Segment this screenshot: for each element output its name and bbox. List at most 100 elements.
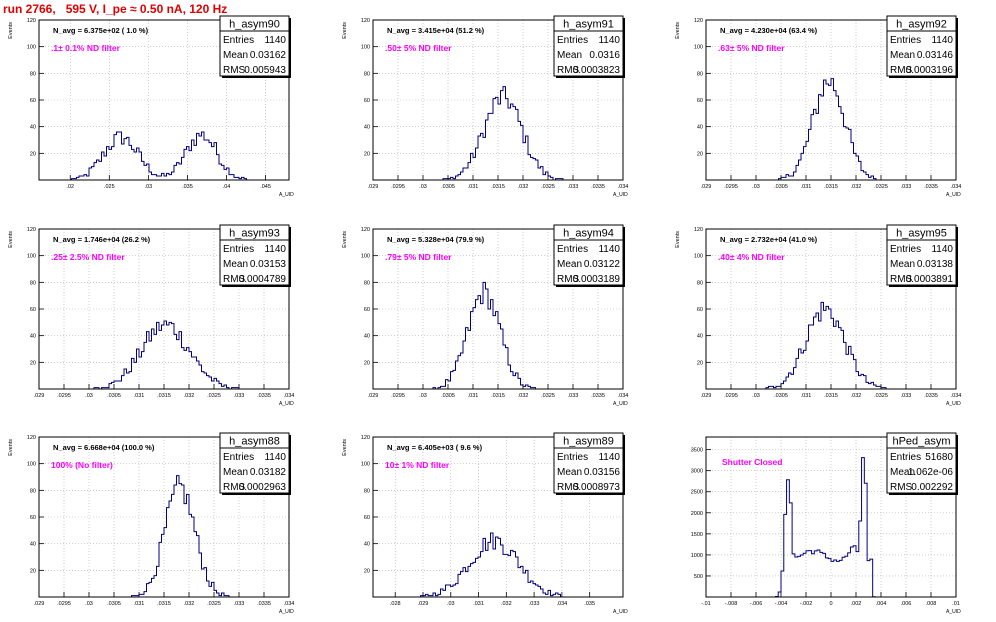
y-tick-label: 3000 bbox=[691, 469, 703, 475]
x-tick-label: .0335 bbox=[257, 601, 271, 607]
y-axis-label: Events bbox=[342, 22, 348, 39]
histogram-h_asym88: .029 .0295 .03 .0305 .031 .0315 .032 .0325 .033.… bbox=[8, 432, 294, 615]
y-tick-label: 100 bbox=[361, 254, 370, 260]
x-tick-label: .032 bbox=[501, 601, 512, 607]
stats-rms-label: RMS bbox=[890, 65, 913, 76]
x-tick-label: .0335 bbox=[924, 184, 938, 190]
x-tick-label: .0295 bbox=[57, 601, 71, 607]
stats-rms-value: 0.005943 bbox=[244, 65, 286, 76]
x-tick-label: .033 bbox=[529, 601, 540, 607]
x-tick-label: .032 bbox=[518, 393, 529, 399]
histogram-name: h_asym92 bbox=[896, 19, 947, 31]
x-tick-label: .03 bbox=[85, 393, 93, 399]
stats-mean-label: Mean bbox=[890, 467, 915, 478]
x-tick-label: .03 bbox=[752, 184, 760, 190]
navg-label: N_avg = 4.230e+04 (63.4 %) bbox=[720, 26, 818, 35]
stats-rms-label: RMS bbox=[557, 274, 580, 285]
stats-rms-value: 0.0004789 bbox=[239, 274, 287, 285]
y-tick-label: 2500 bbox=[691, 490, 703, 496]
y-axis-label: Events bbox=[8, 439, 14, 456]
stats-mean-value: 0.03182 bbox=[250, 467, 287, 478]
page-title: run 2766, 595 V, I_pe ≈ 0.50 nA, 120 Hz bbox=[3, 2, 228, 16]
x-tick-label: .033 bbox=[234, 393, 245, 399]
stats-entries-value: 1140 bbox=[264, 244, 286, 255]
y-tick-label: 100 bbox=[27, 462, 36, 468]
stats-entries-label: Entries bbox=[557, 244, 588, 255]
y-tick-label: 40 bbox=[30, 542, 36, 548]
y-tick-label: 40 bbox=[30, 125, 36, 131]
stats-box bbox=[886, 15, 957, 77]
stats-entries-label: Entries bbox=[890, 244, 921, 255]
stats-mean-value: 0.03122 bbox=[584, 259, 621, 270]
stats-mean-label: Mean bbox=[890, 259, 915, 270]
x-tick-label: .031 bbox=[134, 393, 145, 399]
histogram-hPed_asym: -.01 -.008 -.006 -.004 -.002 0 .002 .004 .006 .00… bbox=[691, 432, 961, 615]
x-tick-label: .029 bbox=[368, 393, 379, 399]
x-tick-label: .034 bbox=[557, 601, 568, 607]
stats-entries-value: 1140 bbox=[931, 244, 953, 255]
histogram-line bbox=[373, 532, 623, 598]
y-tick-label: 120 bbox=[27, 18, 36, 24]
stats-entries-label: Entries bbox=[223, 244, 254, 255]
stats-entries-label: Entries bbox=[890, 452, 921, 463]
x-tick-label: .029 bbox=[368, 184, 379, 190]
x-tick-label: .0335 bbox=[591, 393, 605, 399]
y-tick-label: 40 bbox=[697, 334, 703, 340]
y-tick-label: 120 bbox=[694, 18, 703, 24]
x-tick-label: .0295 bbox=[724, 184, 738, 190]
x-tick-label: -.008 bbox=[725, 601, 738, 607]
stats-rms-value: 0.002292 bbox=[911, 482, 953, 493]
x-tick-label: .031 bbox=[473, 601, 484, 607]
y-tick-label: 40 bbox=[364, 334, 370, 340]
navg-label: N_avg = 6.405e+03 ( 9.6 %) bbox=[387, 443, 483, 452]
x-tick-label: .025 bbox=[104, 184, 115, 190]
x-tick-label: .0325 bbox=[207, 601, 221, 607]
stats-entries-value: 1140 bbox=[598, 452, 620, 463]
x-tick-label: .0325 bbox=[207, 393, 221, 399]
x-tick-label: .008 bbox=[926, 601, 937, 607]
stats-box bbox=[886, 224, 957, 286]
stats-rms-label: RMS bbox=[557, 482, 580, 493]
stats-rms-value: 0.0003196 bbox=[906, 65, 954, 76]
x-tick-label: .02 bbox=[66, 184, 74, 190]
y-tick-label: 80 bbox=[697, 71, 703, 77]
y-tick-label: 20 bbox=[30, 568, 36, 574]
y-tick-label: 80 bbox=[697, 280, 703, 286]
y-tick-label: 20 bbox=[697, 360, 703, 366]
x-tick-label: .034 bbox=[618, 393, 629, 399]
x-tick-label: -.004 bbox=[775, 601, 788, 607]
x-axis-label: A_UID bbox=[946, 609, 961, 615]
stats-entries-value: 1140 bbox=[931, 35, 953, 46]
stats-entries-value: 1140 bbox=[598, 244, 620, 255]
y-tick-label: 1500 bbox=[691, 532, 703, 538]
stats-rms-label: RMS bbox=[557, 65, 580, 76]
x-tick-label: .028 bbox=[390, 601, 401, 607]
y-axis-label: Events bbox=[675, 231, 681, 248]
stats-mean-label: Mean bbox=[223, 467, 248, 478]
y-axis-label: Events bbox=[8, 22, 14, 39]
histogram-h_asym90: .02 .025 .03 .035 .04 .045 20 40 60 80 100 120 Event… bbox=[8, 15, 294, 198]
x-tick-label: .033 bbox=[568, 184, 579, 190]
navg-label: N_avg = 6.668e+04 (100.0 %) bbox=[53, 443, 155, 452]
stats-rms-label: RMS bbox=[890, 482, 913, 493]
stats-entries-label: Entries bbox=[557, 452, 588, 463]
y-axis-label: Events bbox=[342, 439, 348, 456]
stats-box bbox=[553, 15, 624, 77]
y-tick-label: 120 bbox=[27, 227, 36, 233]
x-tick-label: .0295 bbox=[724, 393, 738, 399]
y-tick-label: 500 bbox=[694, 574, 703, 580]
stats-box bbox=[219, 432, 290, 494]
stats-mean-label: Mean bbox=[557, 467, 582, 478]
stats-mean-label: Mean bbox=[223, 259, 248, 270]
y-tick-label: 100 bbox=[27, 45, 36, 51]
x-tick-label: .031 bbox=[468, 184, 479, 190]
stats-rms-label: RMS bbox=[223, 274, 246, 285]
x-tick-label: .033 bbox=[234, 601, 245, 607]
y-tick-label: 60 bbox=[697, 98, 703, 104]
y-tick-label: 3500 bbox=[691, 448, 703, 454]
y-tick-label: 100 bbox=[27, 254, 36, 260]
x-axis-label: A_UID bbox=[279, 192, 294, 198]
stats-box bbox=[219, 15, 290, 77]
stats-mean-value: 0.03153 bbox=[250, 259, 287, 270]
x-tick-label: .033 bbox=[901, 393, 912, 399]
